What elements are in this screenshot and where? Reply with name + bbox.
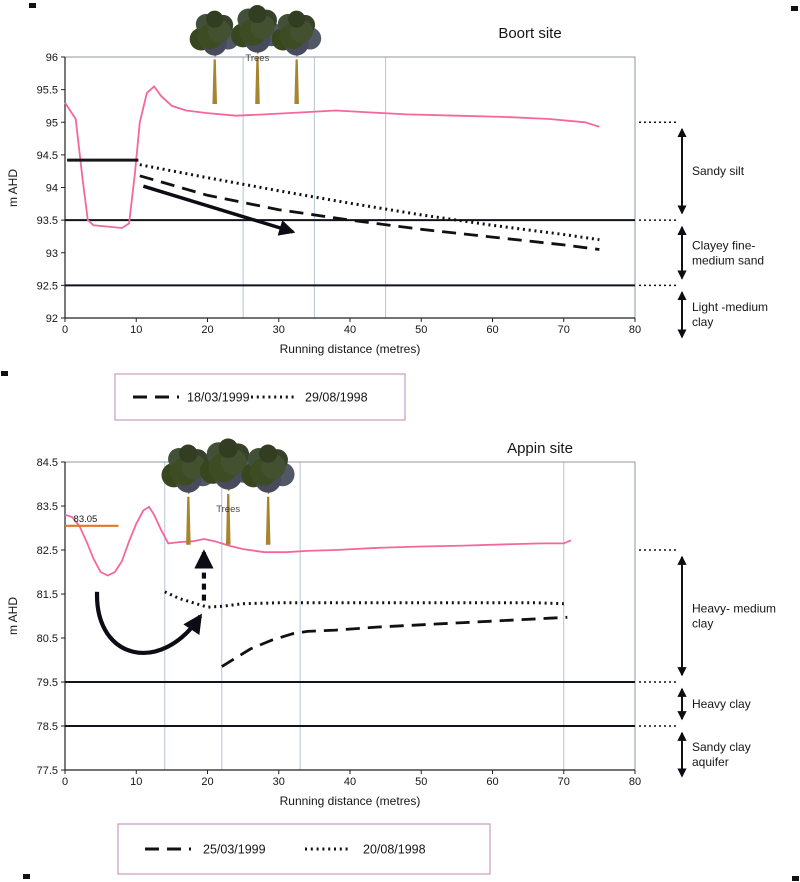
y-tick-label: 96 — [46, 52, 58, 64]
appin-xaxis-title: Running distance (metres) — [280, 794, 421, 808]
series-18-03-1999 — [139, 174, 600, 251]
x-tick-label: 50 — [415, 776, 427, 788]
x-tick-label: 60 — [486, 776, 498, 788]
layer-label: Heavy- medium — [692, 602, 776, 616]
scan-mark — [23, 874, 30, 879]
x-tick-label: 10 — [130, 776, 142, 788]
series-ground-surface — [64, 85, 600, 229]
y-tick-label: 84.5 — [37, 457, 58, 469]
layer-label: Sandy silt — [692, 164, 745, 178]
layer-label: clay — [692, 315, 713, 329]
tree — [199, 438, 257, 545]
layer-label: medium sand — [692, 253, 764, 267]
x-tick-label: 70 — [558, 324, 570, 336]
x-tick-label: 10 — [130, 324, 142, 336]
y-tick-label: 95.5 — [37, 85, 58, 97]
y-tick-label: 81.5 — [37, 589, 58, 601]
tree-foliage — [258, 444, 278, 463]
y-tick-label: 94.5 — [37, 150, 58, 162]
y-tick-label: 77.5 — [37, 765, 58, 777]
flow-direction-arrow — [142, 184, 296, 236]
legend-label: 29/08/1998 — [305, 391, 368, 405]
x-tick-label: 0 — [62, 776, 68, 788]
scan-mark — [1, 371, 8, 376]
y-tick-label: 93 — [46, 248, 58, 260]
trees-group: Trees — [189, 5, 322, 104]
y-tick-label: 83.5 — [37, 501, 58, 513]
layer-label: Clayey fine- — [692, 238, 755, 252]
tree-trunk — [212, 59, 218, 104]
x-tick-label: 20 — [201, 776, 213, 788]
tree — [271, 10, 322, 104]
tree-foliage — [218, 438, 238, 458]
layer-label: clay — [692, 617, 713, 631]
legend: 18/03/1999 29/08/1998 — [114, 373, 406, 421]
appin-yaxis-title: m AHD — [6, 597, 20, 635]
x-tick-label: 70 — [558, 776, 570, 788]
y-tick-label: 93.5 — [37, 215, 58, 227]
tree-trunk — [265, 496, 271, 545]
scan-marks — [1, 3, 799, 881]
datum-level-label: 83.05 — [74, 514, 98, 525]
layer-label: Sandy clay — [692, 740, 751, 754]
tree-trunk — [225, 493, 231, 545]
y-tick-label: 78.5 — [37, 721, 58, 733]
y-tick-label: 94 — [46, 183, 58, 195]
boort-xaxis-title: Running distance (metres) — [280, 342, 421, 356]
tree — [241, 444, 295, 545]
y-tick-label: 92 — [46, 313, 58, 325]
legend-label: 20/08/1998 — [363, 843, 426, 857]
tree-foliage — [206, 10, 224, 28]
scan-mark — [792, 876, 799, 881]
tree — [189, 10, 240, 104]
x-tick-label: 60 — [486, 324, 498, 336]
tree-trunk — [186, 496, 191, 545]
boort-chart: 0 10 20 30 40 50 60 70 80 92 92.5 93 93.5 94 94.5 95 95.… — [37, 5, 768, 421]
y-tick-label: 82.5 — [37, 545, 58, 557]
series-20-08-1998 — [164, 590, 564, 609]
trees-label: Trees — [216, 504, 240, 515]
trees-label: Trees — [245, 53, 269, 64]
tree — [161, 444, 215, 545]
appin-title: Appin site — [507, 440, 573, 457]
series-25-03-1999 — [221, 615, 568, 668]
x-tick-label: 40 — [344, 324, 356, 336]
x-tick-label: 40 — [344, 776, 356, 788]
x-tick-label: 50 — [415, 324, 427, 336]
scan-mark — [29, 3, 36, 8]
layer-label: aquifer — [692, 755, 729, 769]
tree-foliage — [179, 444, 198, 463]
y-tick-label: 79.5 — [37, 677, 58, 689]
series-ground-surface — [64, 505, 572, 577]
boort-title: Boort site — [498, 25, 561, 42]
y-tick-label: 92.5 — [37, 280, 58, 292]
scan-mark — [791, 6, 798, 11]
layer-label: Light -medium — [692, 300, 768, 314]
legend: 25/03/1999 20/08/1998 — [117, 823, 491, 875]
recharge-curved-arrow — [94, 591, 203, 655]
y-tick-label: 80.5 — [37, 633, 58, 645]
tree-trunk — [255, 56, 260, 104]
x-tick-label: 20 — [201, 324, 213, 336]
boort-yaxis-title: m AHD — [6, 169, 20, 207]
x-tick-label: 30 — [273, 324, 285, 336]
appin-chart: 0 10 20 30 40 50 60 70 80 77.5 78.5 79.5 80.5 81.5 82.… — [37, 438, 776, 875]
trees-group: Trees — [161, 438, 295, 545]
x-tick-label: 0 — [62, 324, 68, 336]
layer-label: Heavy clay — [692, 697, 751, 711]
legend-label: 25/03/1999 — [203, 843, 266, 857]
series-29-08-1998 — [139, 163, 600, 242]
tree-trunk — [294, 59, 299, 104]
x-tick-label: 80 — [629, 324, 641, 336]
x-tick-label: 30 — [273, 776, 285, 788]
tree-foliage — [288, 10, 306, 28]
tree-foliage — [248, 5, 267, 24]
x-tick-label: 80 — [629, 776, 641, 788]
legend-label: 18/03/1999 — [187, 391, 250, 405]
y-tick-label: 95 — [46, 117, 58, 129]
